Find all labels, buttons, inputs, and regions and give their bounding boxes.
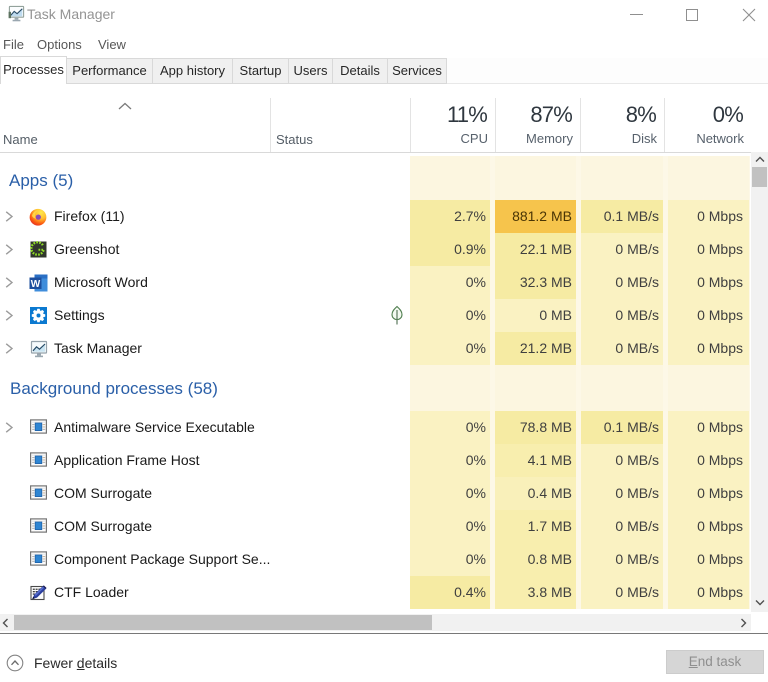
svg-text:W: W [31, 279, 41, 290]
